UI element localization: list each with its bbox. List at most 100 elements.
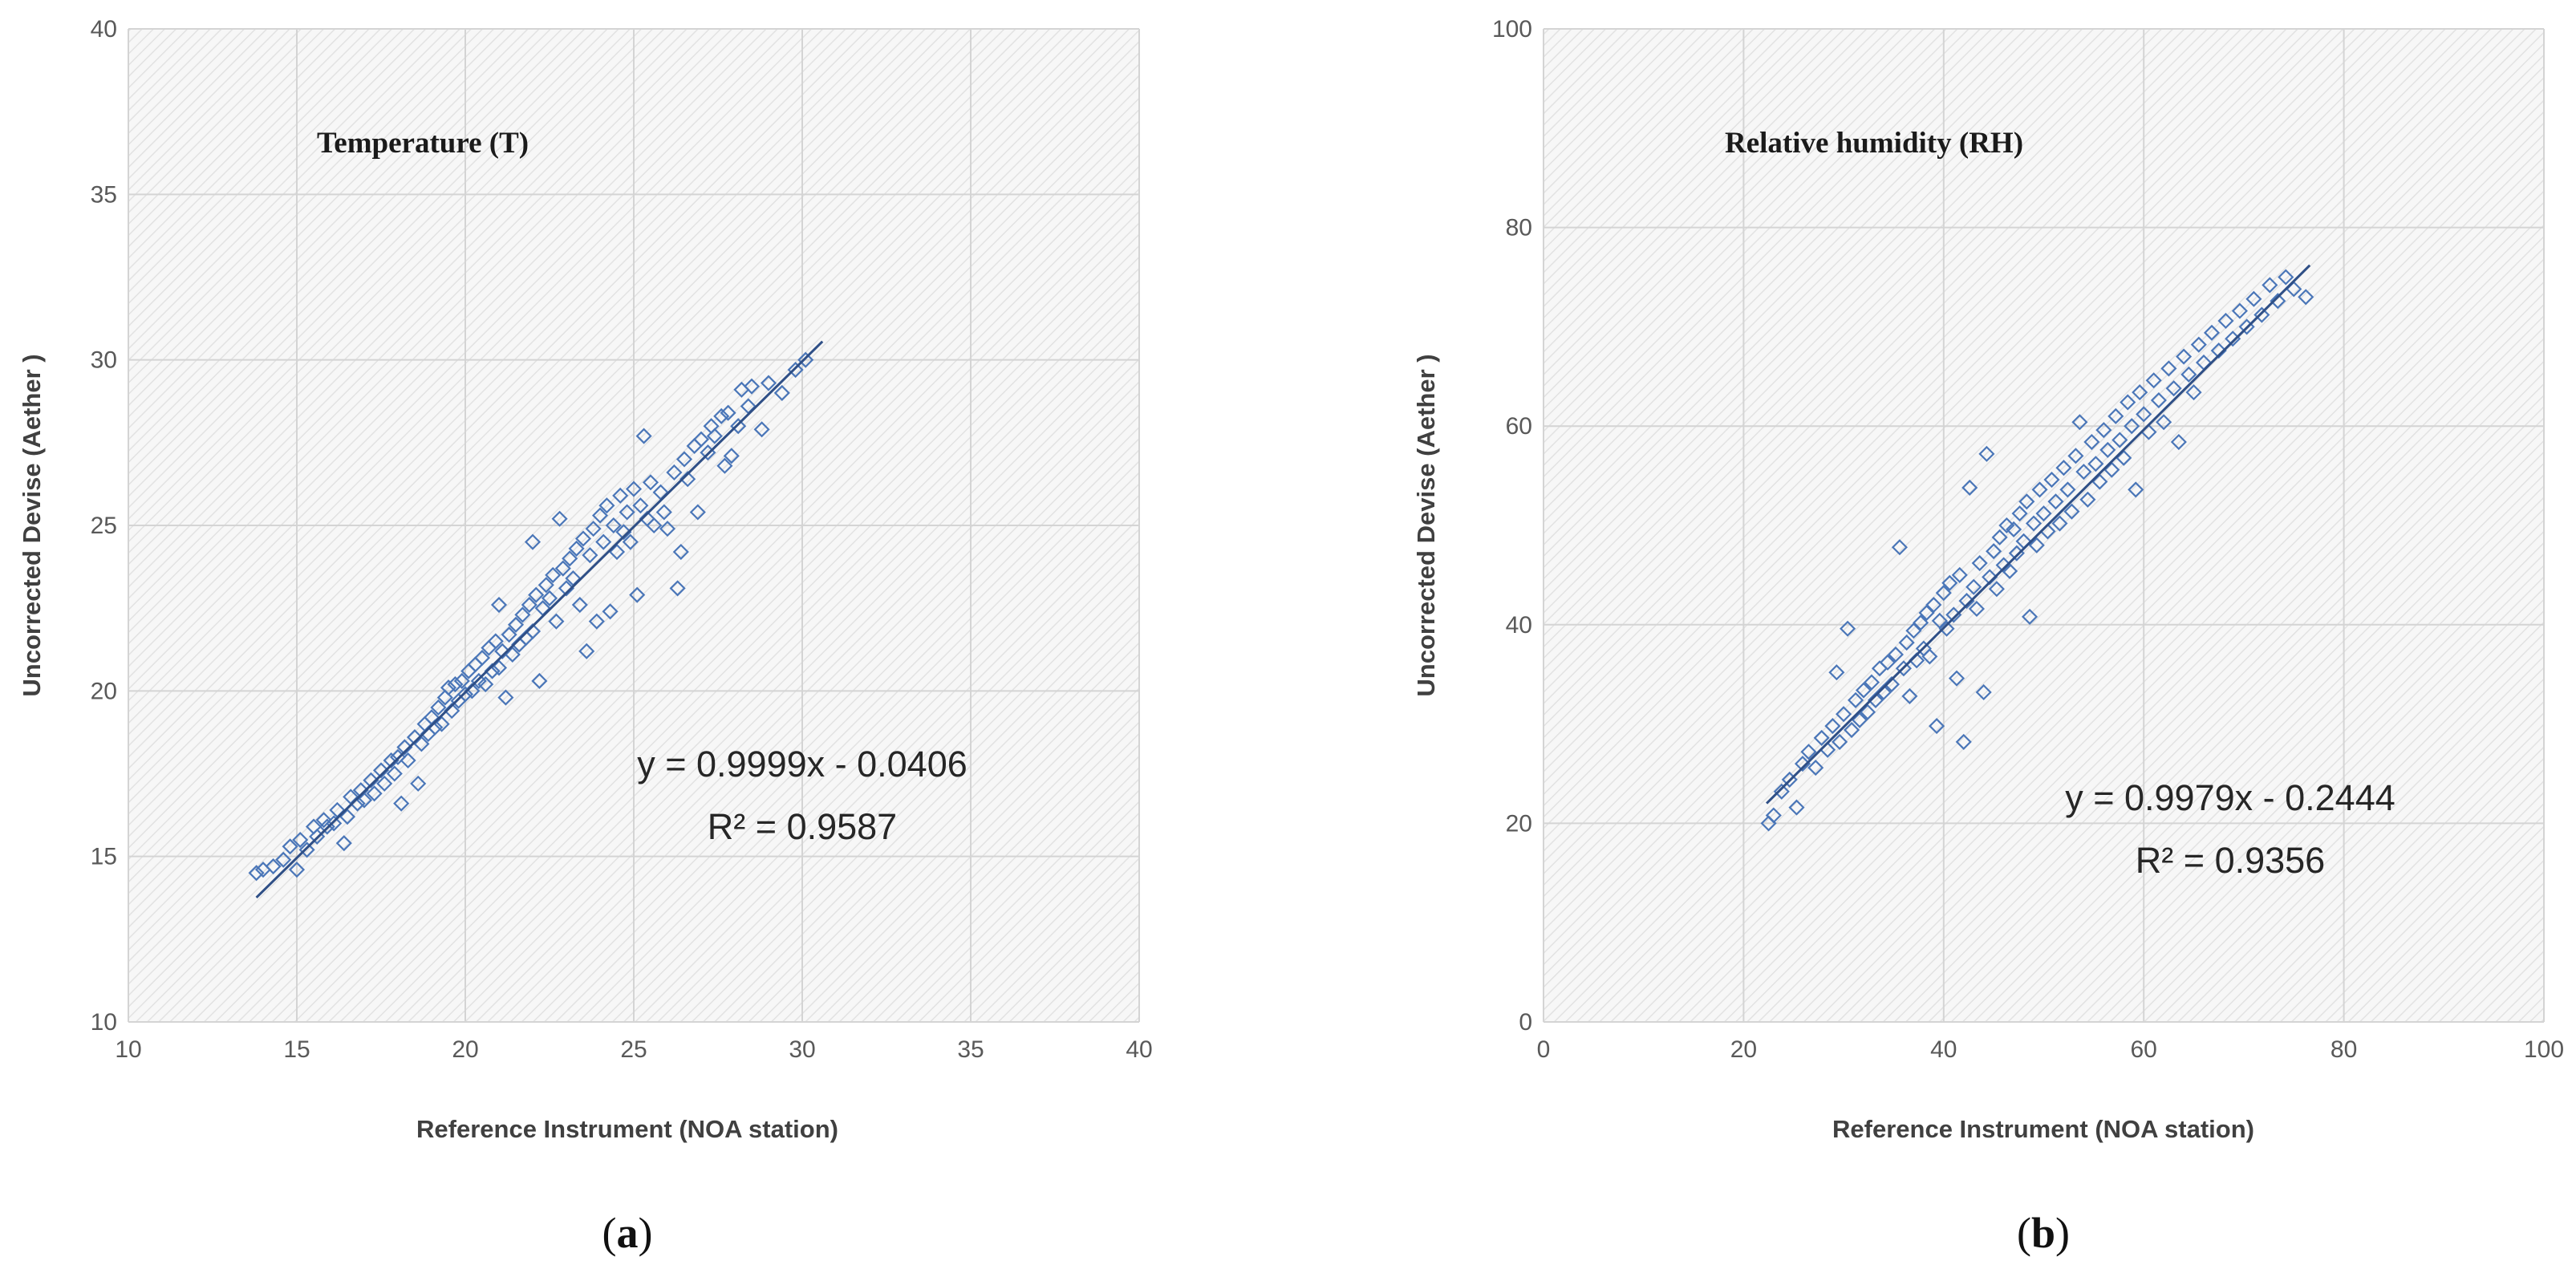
data-point bbox=[514, 606, 531, 623]
data-point bbox=[1851, 712, 1868, 728]
data-point bbox=[1931, 612, 1948, 629]
data-point bbox=[608, 543, 626, 561]
data-point bbox=[585, 521, 602, 537]
data-point bbox=[1925, 596, 1942, 614]
data-point bbox=[1832, 733, 1848, 750]
data-point bbox=[494, 643, 511, 659]
data-point bbox=[615, 524, 632, 541]
data-point bbox=[2128, 481, 2144, 498]
data-point bbox=[1918, 604, 1935, 621]
x-axis-title-a: Reference Instrument (NOA station) bbox=[416, 1115, 838, 1143]
data-point bbox=[2253, 306, 2270, 323]
y-axis-title-b: Uncorrected Devise (Aether ) bbox=[1412, 354, 1440, 696]
data-point bbox=[436, 689, 453, 706]
data-point bbox=[1836, 706, 1852, 723]
data-point bbox=[1988, 581, 2005, 598]
data-point bbox=[1898, 634, 1915, 651]
data-point bbox=[1879, 654, 1897, 671]
x-tick-label: 35 bbox=[957, 1036, 984, 1063]
data-point bbox=[2087, 456, 2104, 472]
y-tick-label: 40 bbox=[1506, 612, 1532, 639]
data-point bbox=[730, 418, 747, 435]
y-tick-labels-b: 0 20 40 60 80 100 bbox=[1492, 16, 1532, 1036]
data-point bbox=[551, 510, 568, 527]
data-point bbox=[2210, 343, 2227, 359]
chart-panel-a: 10 15 20 25 30 35 40 10 15 20 25 30 35 40 Temperatur… bbox=[18, 16, 1153, 1257]
data-point bbox=[477, 676, 494, 693]
x-tick-label: 30 bbox=[789, 1036, 815, 1063]
data-point bbox=[2136, 406, 2152, 423]
data-point bbox=[366, 785, 383, 802]
data-point bbox=[558, 580, 575, 597]
data-point bbox=[2028, 537, 2045, 553]
data-point bbox=[2217, 312, 2234, 330]
data-point bbox=[2059, 481, 2076, 498]
y-tick-label: 60 bbox=[1506, 413, 1532, 440]
data-point bbox=[275, 851, 292, 868]
data-point bbox=[541, 590, 558, 606]
data-point bbox=[760, 375, 777, 391]
data-point bbox=[1986, 543, 2002, 560]
data-point bbox=[625, 480, 643, 497]
data-point bbox=[753, 421, 770, 438]
data-point bbox=[2067, 448, 2084, 464]
data-point bbox=[1929, 718, 1945, 735]
data-point bbox=[1875, 683, 1892, 701]
x-tick-label: 100 bbox=[2524, 1036, 2564, 1063]
data-point bbox=[1807, 760, 1824, 776]
x-tick-label: 25 bbox=[620, 1036, 647, 1063]
trendline-b bbox=[1766, 264, 2311, 805]
data-point bbox=[2043, 471, 2060, 489]
data-point bbox=[2099, 441, 2116, 458]
data-point bbox=[315, 812, 332, 829]
data-point bbox=[487, 633, 504, 650]
data-point bbox=[2120, 394, 2136, 411]
x-tick-label: 40 bbox=[1930, 1036, 1957, 1063]
data-point bbox=[743, 378, 761, 395]
data-point bbox=[1901, 687, 1918, 704]
chart-title-a: Temperature (T) bbox=[317, 127, 529, 160]
y-tick-label: 80 bbox=[1506, 215, 1532, 241]
y-axis-title-a: Uncorrected Devise (Aether ) bbox=[18, 354, 46, 696]
data-point bbox=[574, 530, 592, 547]
data-point bbox=[376, 775, 393, 792]
data-point bbox=[2051, 515, 2068, 532]
data-point bbox=[632, 497, 649, 514]
data-point bbox=[265, 857, 282, 875]
x-tick-label: 20 bbox=[1730, 1036, 1757, 1063]
data-point bbox=[1773, 783, 1790, 800]
x-tick-label: 80 bbox=[2331, 1036, 2357, 1063]
x-tick-label: 15 bbox=[283, 1036, 310, 1063]
data-point bbox=[1948, 670, 1965, 687]
y-tick-label: 20 bbox=[91, 678, 117, 704]
data-point bbox=[2245, 290, 2262, 307]
data-point bbox=[2002, 562, 2018, 580]
data-point bbox=[430, 699, 447, 716]
x-axis-title-b: Reference Instrument (NOA station) bbox=[1832, 1115, 2254, 1143]
data-point bbox=[568, 540, 585, 557]
data-point bbox=[339, 809, 356, 825]
data-point bbox=[1891, 539, 1908, 556]
data-point bbox=[797, 351, 814, 368]
data-point bbox=[2018, 493, 2035, 510]
data-point bbox=[2176, 348, 2193, 365]
y-tick-label: 0 bbox=[1519, 1009, 1532, 1036]
data-point bbox=[1913, 614, 1929, 631]
x-tick-label: 20 bbox=[452, 1036, 478, 1063]
y-tick-label: 25 bbox=[91, 513, 117, 539]
data-point bbox=[2112, 432, 2128, 448]
data-point bbox=[1859, 703, 1876, 720]
data-point bbox=[646, 517, 663, 534]
data-point bbox=[288, 862, 306, 878]
y-tick-label: 15 bbox=[91, 844, 117, 870]
data-point bbox=[588, 613, 605, 630]
data-point bbox=[393, 795, 410, 812]
data-point bbox=[1867, 691, 1884, 708]
r-squared-b: R² = 0.9356 bbox=[2136, 840, 2325, 881]
data-point bbox=[1824, 718, 1841, 735]
data-point bbox=[1941, 574, 1958, 591]
data-point bbox=[473, 650, 491, 667]
y-tick-labels-a: 10 15 20 25 30 35 40 bbox=[91, 16, 117, 1036]
data-point bbox=[642, 474, 659, 491]
